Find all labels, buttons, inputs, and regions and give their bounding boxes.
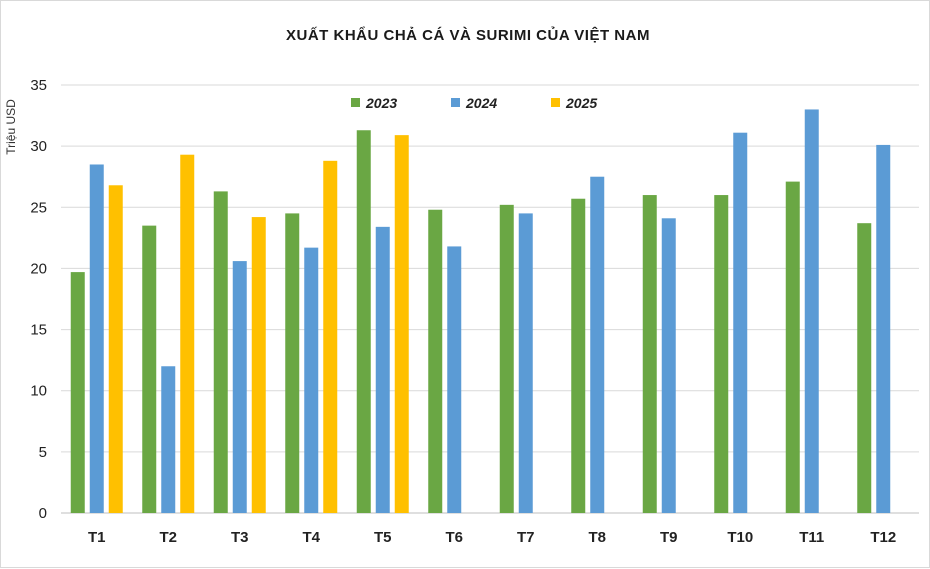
bar-2025-T1 xyxy=(108,185,123,513)
bar-2024-T5 xyxy=(375,226,390,513)
x-tick-label: T6 xyxy=(445,529,463,546)
y-tick-label: 25 xyxy=(30,199,47,216)
legend-swatch-2023 xyxy=(351,98,360,107)
bar-2024-T4 xyxy=(304,247,319,513)
bar-2023-T5 xyxy=(356,130,371,513)
y-tick-label: 15 xyxy=(30,322,47,339)
y-tick-label: 20 xyxy=(30,260,47,277)
x-tick-label: T12 xyxy=(870,529,896,546)
y-tick-label: 30 xyxy=(30,138,47,155)
x-tick-label: T1 xyxy=(88,529,106,546)
bar-2024-T9 xyxy=(661,218,676,513)
y-tick-label: 0 xyxy=(39,505,47,522)
legend-label-2023: 2023 xyxy=(365,95,397,111)
bar-2024-T1 xyxy=(89,164,104,513)
legend-label-2024: 2024 xyxy=(465,95,497,111)
gridlines xyxy=(61,84,919,514)
x-tick-label: T10 xyxy=(727,529,753,546)
chart-title: XUẤT KHẨU CHẢ CÁ VÀ SURIMI CỦA VIỆT NAM xyxy=(286,26,650,44)
bar-2023-T7 xyxy=(499,204,514,513)
bar-2024-T10 xyxy=(733,132,748,514)
bar-2023-T11 xyxy=(785,181,800,513)
bar-2024-T3 xyxy=(232,261,247,513)
y-axis-label: Triệu USD xyxy=(4,99,18,155)
bar-2023-T2 xyxy=(142,225,157,513)
bar-2025-T3 xyxy=(251,217,266,513)
bar-2024-T7 xyxy=(518,213,533,513)
bar-2025-T5 xyxy=(394,135,409,513)
bar-2024-T6 xyxy=(447,246,462,513)
bar-2023-T9 xyxy=(642,195,657,514)
legend-label-2025: 2025 xyxy=(565,95,597,111)
bars xyxy=(70,109,891,514)
x-tick-label: T3 xyxy=(231,529,249,546)
x-tick-label: T4 xyxy=(302,529,320,546)
y-tick-label: 35 xyxy=(30,77,47,94)
bar-2023-T10 xyxy=(714,195,729,514)
x-tick-label: T9 xyxy=(660,529,678,546)
bar-2023-T8 xyxy=(571,198,586,513)
bar-2024-T8 xyxy=(590,176,605,513)
bar-2025-T4 xyxy=(323,160,338,513)
bar-2025-T2 xyxy=(180,154,195,513)
bar-2023-T12 xyxy=(857,223,872,513)
y-tick-label: 10 xyxy=(30,383,47,400)
bar-2024-T2 xyxy=(161,366,176,513)
bar-2024-T12 xyxy=(876,144,891,514)
bar-2023-T1 xyxy=(70,272,85,513)
legend: 2023 2024 2025 xyxy=(351,95,597,111)
bar-2023-T3 xyxy=(213,191,228,514)
x-axis-ticks: T1 T2 T3 T4 T5 T6 T7 T8 T9 T10 T11 T12 xyxy=(88,529,896,546)
x-tick-label: T5 xyxy=(374,529,392,546)
x-tick-label: T2 xyxy=(159,529,177,546)
bar-2023-T4 xyxy=(285,213,300,513)
bar-2023-T6 xyxy=(428,209,443,513)
y-axis-ticks: 0 5 10 15 20 25 30 35 xyxy=(30,77,47,522)
bar-2024-T11 xyxy=(804,109,819,513)
legend-swatch-2025 xyxy=(551,98,560,107)
x-tick-label: T7 xyxy=(517,529,535,546)
x-tick-label: T8 xyxy=(588,529,606,546)
x-tick-label: T11 xyxy=(799,529,824,546)
legend-swatch-2024 xyxy=(451,98,460,107)
y-tick-label: 5 xyxy=(39,444,47,461)
